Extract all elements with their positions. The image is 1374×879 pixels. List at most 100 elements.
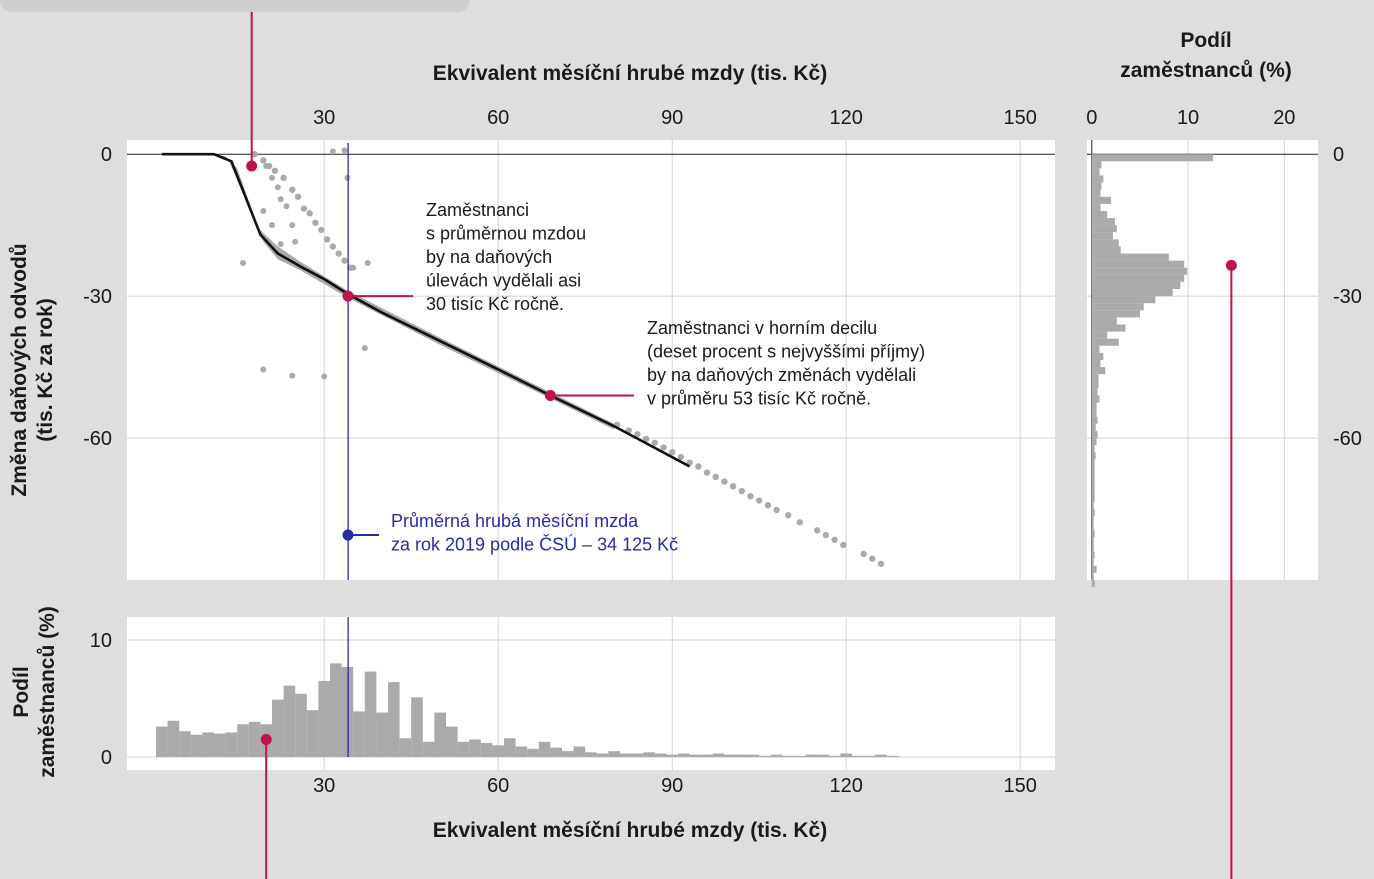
right-bar-57 <box>1091 558 1094 566</box>
bottom-tick-labels: 30 60 90 120 150 0 10 <box>90 630 1037 797</box>
scatter-median-polyline <box>161 152 691 468</box>
scatter-point-outlier-15 <box>361 345 368 352</box>
bottom-bar-19 <box>376 712 388 757</box>
right-bar-40 <box>1091 438 1097 446</box>
right-bar-32 <box>1091 381 1099 389</box>
bottom-bar-2 <box>179 731 191 757</box>
scatter-x-tick-30: 30 <box>313 107 335 129</box>
bottom-x-axis-title: Ekvivalent měsíční hrubé mzdy (tis. Kč) <box>433 819 827 842</box>
right-bar-46 <box>1091 480 1095 488</box>
bottom-bar-45 <box>678 753 690 757</box>
scatter-median-line <box>161 152 691 468</box>
scatter-point-outlier-3 <box>277 196 284 203</box>
right-bar-23 <box>1091 317 1117 325</box>
right-bar-36 <box>1091 409 1097 417</box>
bottom-bar-34 <box>550 747 562 757</box>
scatter-point-tail-9 <box>695 463 702 470</box>
right-bar-56 <box>1091 551 1095 559</box>
bottom-bar-55 <box>794 755 806 757</box>
right-bar-48 <box>1091 494 1095 502</box>
bottom-bar-46 <box>689 754 702 757</box>
scatter-x-tick-60: 60 <box>487 107 509 129</box>
bottom-bar-7 <box>237 724 249 757</box>
bottom-bar-25 <box>446 726 458 757</box>
scatter-point-outlier-4 <box>260 207 267 214</box>
bottom-x-tick-90: 90 <box>661 775 683 797</box>
right-bar-2 <box>1091 168 1100 176</box>
bottom-bar-44 <box>666 754 678 757</box>
scatter-point-upper-9 <box>312 219 319 226</box>
right-bar-43 <box>1091 459 1095 467</box>
top-banner <box>0 0 470 12</box>
right-y-tick--30: -30 <box>1333 286 1362 308</box>
scatter-point-upper-6 <box>294 193 302 200</box>
bottom-y-tick-10: 10 <box>90 630 112 652</box>
right-bar-3 <box>1091 175 1104 183</box>
bottom-bar-0 <box>156 726 168 757</box>
bottom-bar-38 <box>596 753 609 757</box>
scatter-point-outlier-18 <box>341 147 348 154</box>
scatter-point-tail-2 <box>634 431 641 438</box>
marker-bottom <box>260 733 272 745</box>
right-bar-8 <box>1091 210 1108 219</box>
right-bar-28 <box>1091 352 1104 360</box>
annotations: Zaměstnanci s průměrnou mzdou by na daňový… <box>246 12 1237 879</box>
scatter-point-upper-1 <box>260 157 267 164</box>
scatter-y-axis-title: Změna daňových odvodů (tis. Kč za rok) <box>8 243 57 496</box>
bottom-bar-31 <box>515 746 528 757</box>
right-bar-45 <box>1091 473 1095 481</box>
scatter-point-tail-10 <box>703 469 711 476</box>
scatter-point-tail-25 <box>860 550 867 558</box>
right-bar-26 <box>1091 338 1119 346</box>
scatter-point-outlier-6 <box>283 203 290 210</box>
bottom-bar-51 <box>747 754 760 757</box>
scatter-point-tail-24 <box>840 541 847 549</box>
right-bar-5 <box>1091 189 1101 197</box>
bottom-bar-23 <box>422 741 435 757</box>
scatter-y-tick-0: 0 <box>101 144 112 166</box>
scatter-point-tail-15 <box>747 493 754 500</box>
right-x-tick-0: 0 <box>1086 107 1097 129</box>
scatter-point-outlier-5 <box>269 222 275 229</box>
bottom-bar-49 <box>724 754 736 757</box>
right-bar-39 <box>1091 430 1098 439</box>
scatter-panel: 30 60 90 120 150 0 -30 -60 Ekvivalent měsíční h… <box>8 62 1055 580</box>
bottom-bar-33 <box>538 741 551 757</box>
right-bar-24 <box>1091 324 1126 332</box>
marker-avg-label <box>342 529 354 541</box>
scatter-point-outlier-8 <box>292 238 299 245</box>
marker-right <box>1225 259 1237 271</box>
scatter-point-upper-5 <box>289 186 296 193</box>
right-bar-35 <box>1091 402 1097 410</box>
marker-decile <box>544 389 556 401</box>
bottom-bar-6 <box>225 732 238 757</box>
bottom-bar-16 <box>341 666 354 757</box>
bottom-bar-17 <box>353 711 365 757</box>
scatter-point-outlier-19 <box>329 148 336 155</box>
right-bar-14 <box>1091 253 1169 261</box>
bottom-bar-29 <box>492 745 504 757</box>
scatter-point-upper-4 <box>280 174 287 182</box>
scatter-point-tail-17 <box>764 502 772 509</box>
scatter-point-tail-6 <box>669 449 676 456</box>
bottom-y-tick-0: 0 <box>101 747 112 769</box>
right-bar-22 <box>1091 310 1140 318</box>
bottom-bar-18 <box>364 671 377 757</box>
scatter-point-tail-18 <box>773 506 780 514</box>
right-bar-60 <box>1091 580 1095 588</box>
right-bar-10 <box>1091 225 1117 233</box>
bottom-bar-37 <box>585 752 597 757</box>
right-bar-25 <box>1091 331 1108 339</box>
bottom-bar-36 <box>573 746 586 757</box>
bottom-bar-60 <box>852 755 864 757</box>
scatter-point-tail-11 <box>712 473 719 481</box>
right-bar-29 <box>1091 360 1101 368</box>
right-bar-21 <box>1091 303 1144 311</box>
bottom-bar-41 <box>631 753 644 757</box>
right-bar-1 <box>1091 161 1102 169</box>
bottom-bar-57 <box>817 754 829 757</box>
bottom-bar-27 <box>469 739 481 757</box>
right-bar-6 <box>1091 196 1112 204</box>
scatter-point-upper-8 <box>306 210 313 217</box>
